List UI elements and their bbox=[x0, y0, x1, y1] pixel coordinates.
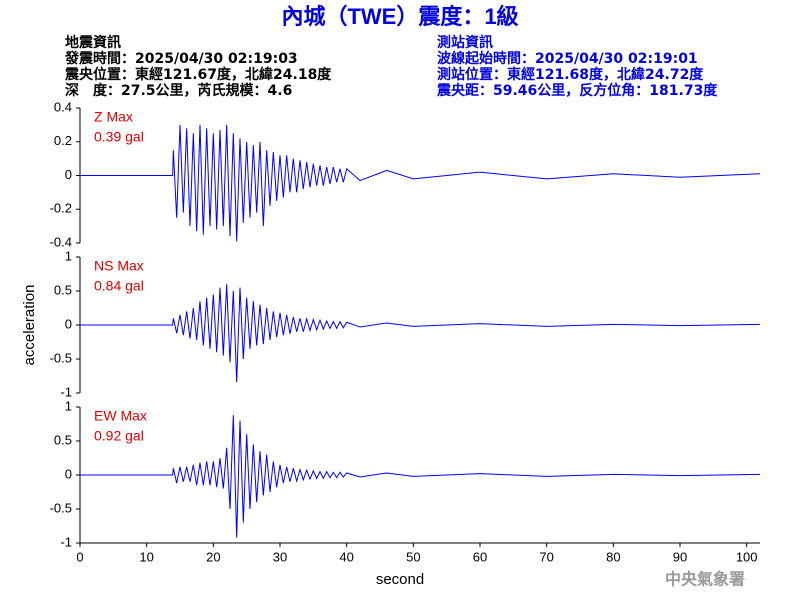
y-tick-label: 1 bbox=[65, 398, 72, 413]
x-tick-label: 40 bbox=[339, 549, 353, 564]
waveform bbox=[80, 284, 761, 383]
event-info: 深 度：27.5公里，芮氏規模：4.6 bbox=[65, 82, 292, 99]
y-tick-label: -0.5 bbox=[50, 350, 72, 365]
x-tick-label: 20 bbox=[206, 549, 220, 564]
station-info: 測站位置：東經121.68度，北緯24.72度 bbox=[437, 66, 704, 83]
event-info: 地震資訊 bbox=[65, 34, 121, 51]
event-info: 發震時間：2025/04/30 02:19:03 bbox=[64, 50, 298, 67]
y-tick-label: -0.2 bbox=[50, 201, 72, 216]
waveform bbox=[80, 124, 761, 242]
y-tick-label: 0.2 bbox=[54, 133, 72, 148]
x-tick-label: 80 bbox=[606, 549, 620, 564]
station-info: 測站資訊 bbox=[437, 34, 493, 51]
y-tick-label: -1 bbox=[60, 384, 72, 399]
x-tick-label: 50 bbox=[406, 549, 420, 564]
y-tick-label: -1 bbox=[60, 534, 72, 549]
x-tick-label: 100 bbox=[736, 549, 758, 564]
max-value-label: 0.92 gal bbox=[94, 428, 144, 444]
y-tick-label: 0.5 bbox=[54, 432, 72, 447]
x-tick-label: 70 bbox=[539, 549, 553, 564]
x-axis-label: second bbox=[376, 571, 424, 588]
y-axis-label: acceleration bbox=[21, 285, 38, 366]
y-tick-label: 1 bbox=[65, 248, 72, 263]
station-info: 波線起始時間：2025/04/30 02:19:01 bbox=[437, 50, 698, 67]
max-value-label: 0.39 gal bbox=[94, 129, 144, 145]
x-tick-label: 30 bbox=[273, 549, 287, 564]
max-label: NS Max bbox=[94, 258, 144, 274]
event-info: 震央位置：東經121.67度，北緯24.18度 bbox=[64, 66, 332, 83]
x-tick-label: 60 bbox=[473, 549, 487, 564]
x-tick-label: 10 bbox=[139, 549, 153, 564]
y-tick-label: 0 bbox=[65, 466, 72, 481]
y-tick-label: 0.4 bbox=[54, 99, 72, 114]
y-tick-label: -0.5 bbox=[50, 500, 72, 515]
y-tick-label: -0.4 bbox=[50, 234, 72, 249]
max-value-label: 0.84 gal bbox=[94, 278, 144, 294]
y-tick-label: 0 bbox=[65, 316, 72, 331]
max-label: EW Max bbox=[94, 408, 147, 424]
station-info: 震央距：59.46公里，反方位角：181.73度 bbox=[436, 82, 718, 99]
y-tick-label: 0.5 bbox=[54, 282, 72, 297]
footer: 中央氣象署 bbox=[665, 570, 745, 589]
y-tick-label: 0 bbox=[65, 167, 72, 182]
x-tick-label: 0 bbox=[76, 549, 83, 564]
x-tick-label: 90 bbox=[673, 549, 687, 564]
chart-title: 內城（TWE）震度：1級 bbox=[281, 4, 518, 29]
max-label: Z Max bbox=[94, 109, 133, 125]
waveform bbox=[80, 415, 761, 538]
